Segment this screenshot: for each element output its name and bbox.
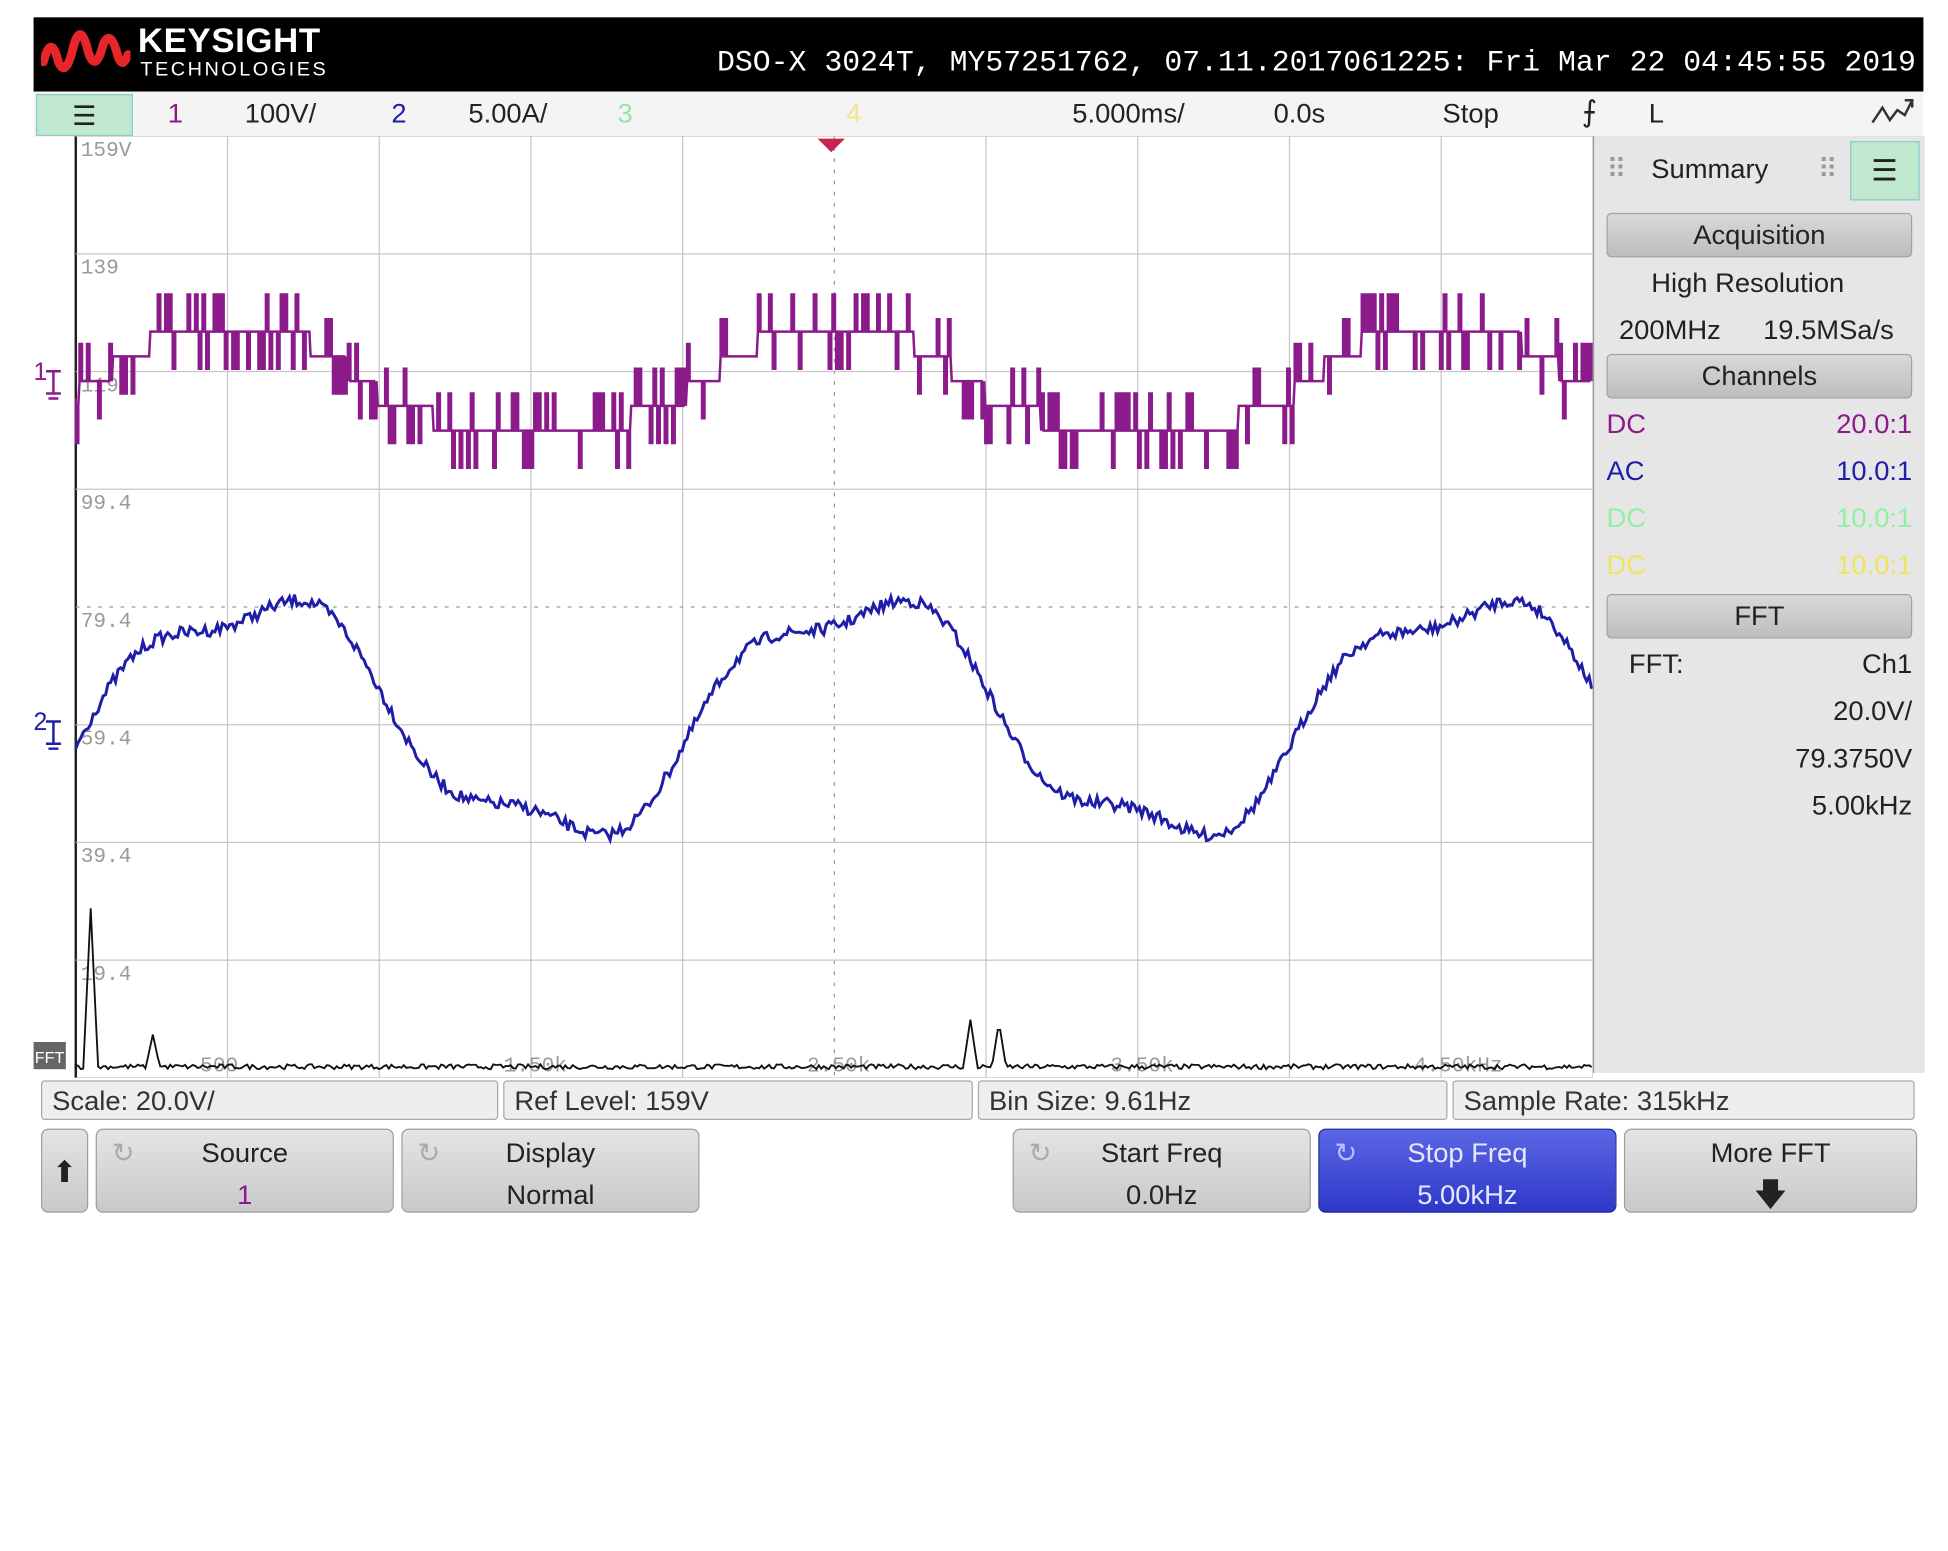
scope-waveform-icon bbox=[1870, 98, 1915, 138]
stop-freq-value: 5.00kHz bbox=[1417, 1179, 1518, 1211]
brand-subtitle: TECHNOLOGIES bbox=[140, 59, 329, 81]
display-value: Normal bbox=[506, 1179, 595, 1211]
timebase-scale[interactable]: 5.000ms/ bbox=[1072, 97, 1185, 129]
ch2-current-trace bbox=[74, 591, 1593, 845]
fft-status-bar: Scale: 20.0V/ Ref Level: 159V Bin Size: … bbox=[34, 1078, 1924, 1125]
more-fft-label: More FFT bbox=[1710, 1137, 1831, 1169]
sample-rate-field: Sample Rate: 315kHz bbox=[1452, 1080, 1915, 1120]
ch1-voltage-trace bbox=[74, 293, 1593, 470]
ch1-coupling: DC bbox=[1606, 408, 1647, 440]
ch2-probe: 10.0:1 bbox=[1836, 455, 1913, 487]
entry-knob-icon: ↻ bbox=[1028, 1137, 1052, 1169]
y-axis-label: 39.4 bbox=[81, 845, 132, 869]
fft-offset: 79.3750V bbox=[1795, 742, 1913, 774]
stop-freq-softkey[interactable]: ↻ Stop Freq 5.00kHz bbox=[1318, 1128, 1617, 1213]
instrument-info: DSO-X 3024T, MY57251762, 07.11.201706122… bbox=[716, 47, 1916, 81]
keysight-logo-icon bbox=[41, 30, 131, 73]
acquisition-header: Acquisition bbox=[1606, 212, 1913, 258]
softkey-bar: ⬆ ↻ Source 1 ↻ Display Normal ↻ Start Fr… bbox=[34, 1126, 1924, 1227]
acquisition-mode: High Resolution bbox=[1651, 267, 1845, 299]
svg-text:2: 2 bbox=[34, 709, 48, 736]
acq-sample-rate: 19.5MSa/s bbox=[1763, 314, 1894, 346]
drag-handle-icon-right[interactable]: ⠿ bbox=[1817, 153, 1838, 185]
trigger-level[interactable]: L bbox=[1648, 97, 1665, 129]
start-freq-softkey[interactable]: ↻ Start Freq 0.0Hz bbox=[1012, 1128, 1311, 1213]
panel-menu-icon[interactable]: ☰ bbox=[1850, 141, 1920, 201]
channels-header: Channels bbox=[1606, 353, 1913, 399]
entry-knob-icon: ↻ bbox=[1334, 1137, 1358, 1169]
display-softkey[interactable]: ↻ Display Normal bbox=[401, 1128, 700, 1213]
ch3-label[interactable]: 3 bbox=[617, 97, 633, 129]
start-freq-value: 0.0Hz bbox=[1126, 1179, 1198, 1211]
y-axis-label: 79.4 bbox=[81, 610, 132, 634]
ch4-coupling: DC bbox=[1606, 549, 1647, 581]
fft-spectrum-trace bbox=[74, 908, 1593, 1071]
stop-freq-label: Stop Freq bbox=[1407, 1137, 1528, 1169]
channel-settings-bar: ☰ 1 100V/ 2 5.00A/ 3 4 5.000ms/ 0.0s Sto… bbox=[33, 91, 1924, 138]
drag-handle-icon[interactable]: ⠿ bbox=[1606, 153, 1627, 185]
main-menu-button[interactable]: ☰ bbox=[36, 94, 133, 137]
entry-knob-icon: ↻ bbox=[417, 1137, 441, 1169]
bin-size-field: Bin Size: 9.61Hz bbox=[977, 1080, 1448, 1120]
fft-source: Ch1 bbox=[1862, 648, 1913, 680]
run-state[interactable]: Stop bbox=[1442, 97, 1499, 129]
ch3-coupling: DC bbox=[1606, 502, 1647, 534]
y-axis-label: 139 bbox=[81, 257, 119, 281]
ch1-scale[interactable]: 100V/ bbox=[244, 97, 317, 129]
entry-knob-icon: ↻ bbox=[111, 1137, 135, 1169]
ch1-label[interactable]: 1 bbox=[167, 97, 183, 129]
down-arrow-icon: 🡇 bbox=[1753, 1175, 1788, 1213]
up-arrow-icon: ⬆ bbox=[52, 1155, 78, 1190]
fft-span: 5.00kHz bbox=[1811, 789, 1913, 821]
display-label: Display bbox=[505, 1137, 596, 1169]
source-value: 1 bbox=[237, 1179, 253, 1211]
fft-tag: FFT bbox=[35, 1049, 65, 1067]
fft-scale-field: Scale: 20.0V/ bbox=[41, 1080, 499, 1120]
panel-title: Summary bbox=[1651, 153, 1769, 185]
ch2-label[interactable]: 2 bbox=[391, 97, 407, 129]
trigger-position-marker[interactable] bbox=[817, 138, 845, 153]
y-axis-label: 99.4 bbox=[81, 492, 132, 516]
ch1-ground-marker[interactable]: 1 bbox=[34, 359, 61, 400]
horizontal-delay[interactable]: 0.0s bbox=[1273, 97, 1326, 129]
back-button[interactable]: ⬆ bbox=[41, 1128, 89, 1213]
fft-header: FFT bbox=[1606, 594, 1913, 639]
scope-screen: KEYSIGHT TECHNOLOGIES DSO-X 3024T, MY572… bbox=[33, 17, 1925, 1228]
source-softkey[interactable]: ↻ Source 1 bbox=[95, 1128, 394, 1213]
ch4-label[interactable]: 4 bbox=[846, 97, 862, 129]
svg-text:1: 1 bbox=[34, 359, 48, 386]
bandwidth: 200MHz bbox=[1618, 314, 1721, 346]
ch2-ground-marker[interactable]: 2 bbox=[34, 709, 61, 750]
ch2-scale[interactable]: 5.00A/ bbox=[468, 97, 548, 129]
y-axis-label: 59.4 bbox=[81, 728, 132, 752]
fft-scale: 20.0V/ bbox=[1833, 695, 1913, 727]
start-freq-label: Start Freq bbox=[1100, 1137, 1223, 1169]
ch4-probe: 10.0:1 bbox=[1836, 549, 1913, 581]
menu-icon: ☰ bbox=[72, 100, 97, 132]
summary-panel: ⠿ Summary ⠿ ☰ Acquisition High Resolutio… bbox=[1592, 136, 1925, 1073]
source-label: Source bbox=[201, 1137, 289, 1169]
ref-level-field: Ref Level: 159V bbox=[503, 1080, 973, 1120]
fft-label: FFT: bbox=[1628, 648, 1684, 680]
y-axis-label: 159V bbox=[81, 139, 132, 163]
ch1-probe: 20.0:1 bbox=[1836, 408, 1913, 440]
ch2-coupling: AC bbox=[1606, 455, 1645, 487]
title-bar: KEYSIGHT TECHNOLOGIES DSO-X 3024T, MY572… bbox=[33, 17, 1924, 92]
trigger-edge-icon: ⨍ bbox=[1581, 95, 1598, 129]
brand-name: KEYSIGHT bbox=[137, 21, 321, 60]
ch3-probe: 10.0:1 bbox=[1836, 502, 1913, 534]
more-fft-softkey[interactable]: More FFT 🡇 bbox=[1623, 1128, 1918, 1213]
